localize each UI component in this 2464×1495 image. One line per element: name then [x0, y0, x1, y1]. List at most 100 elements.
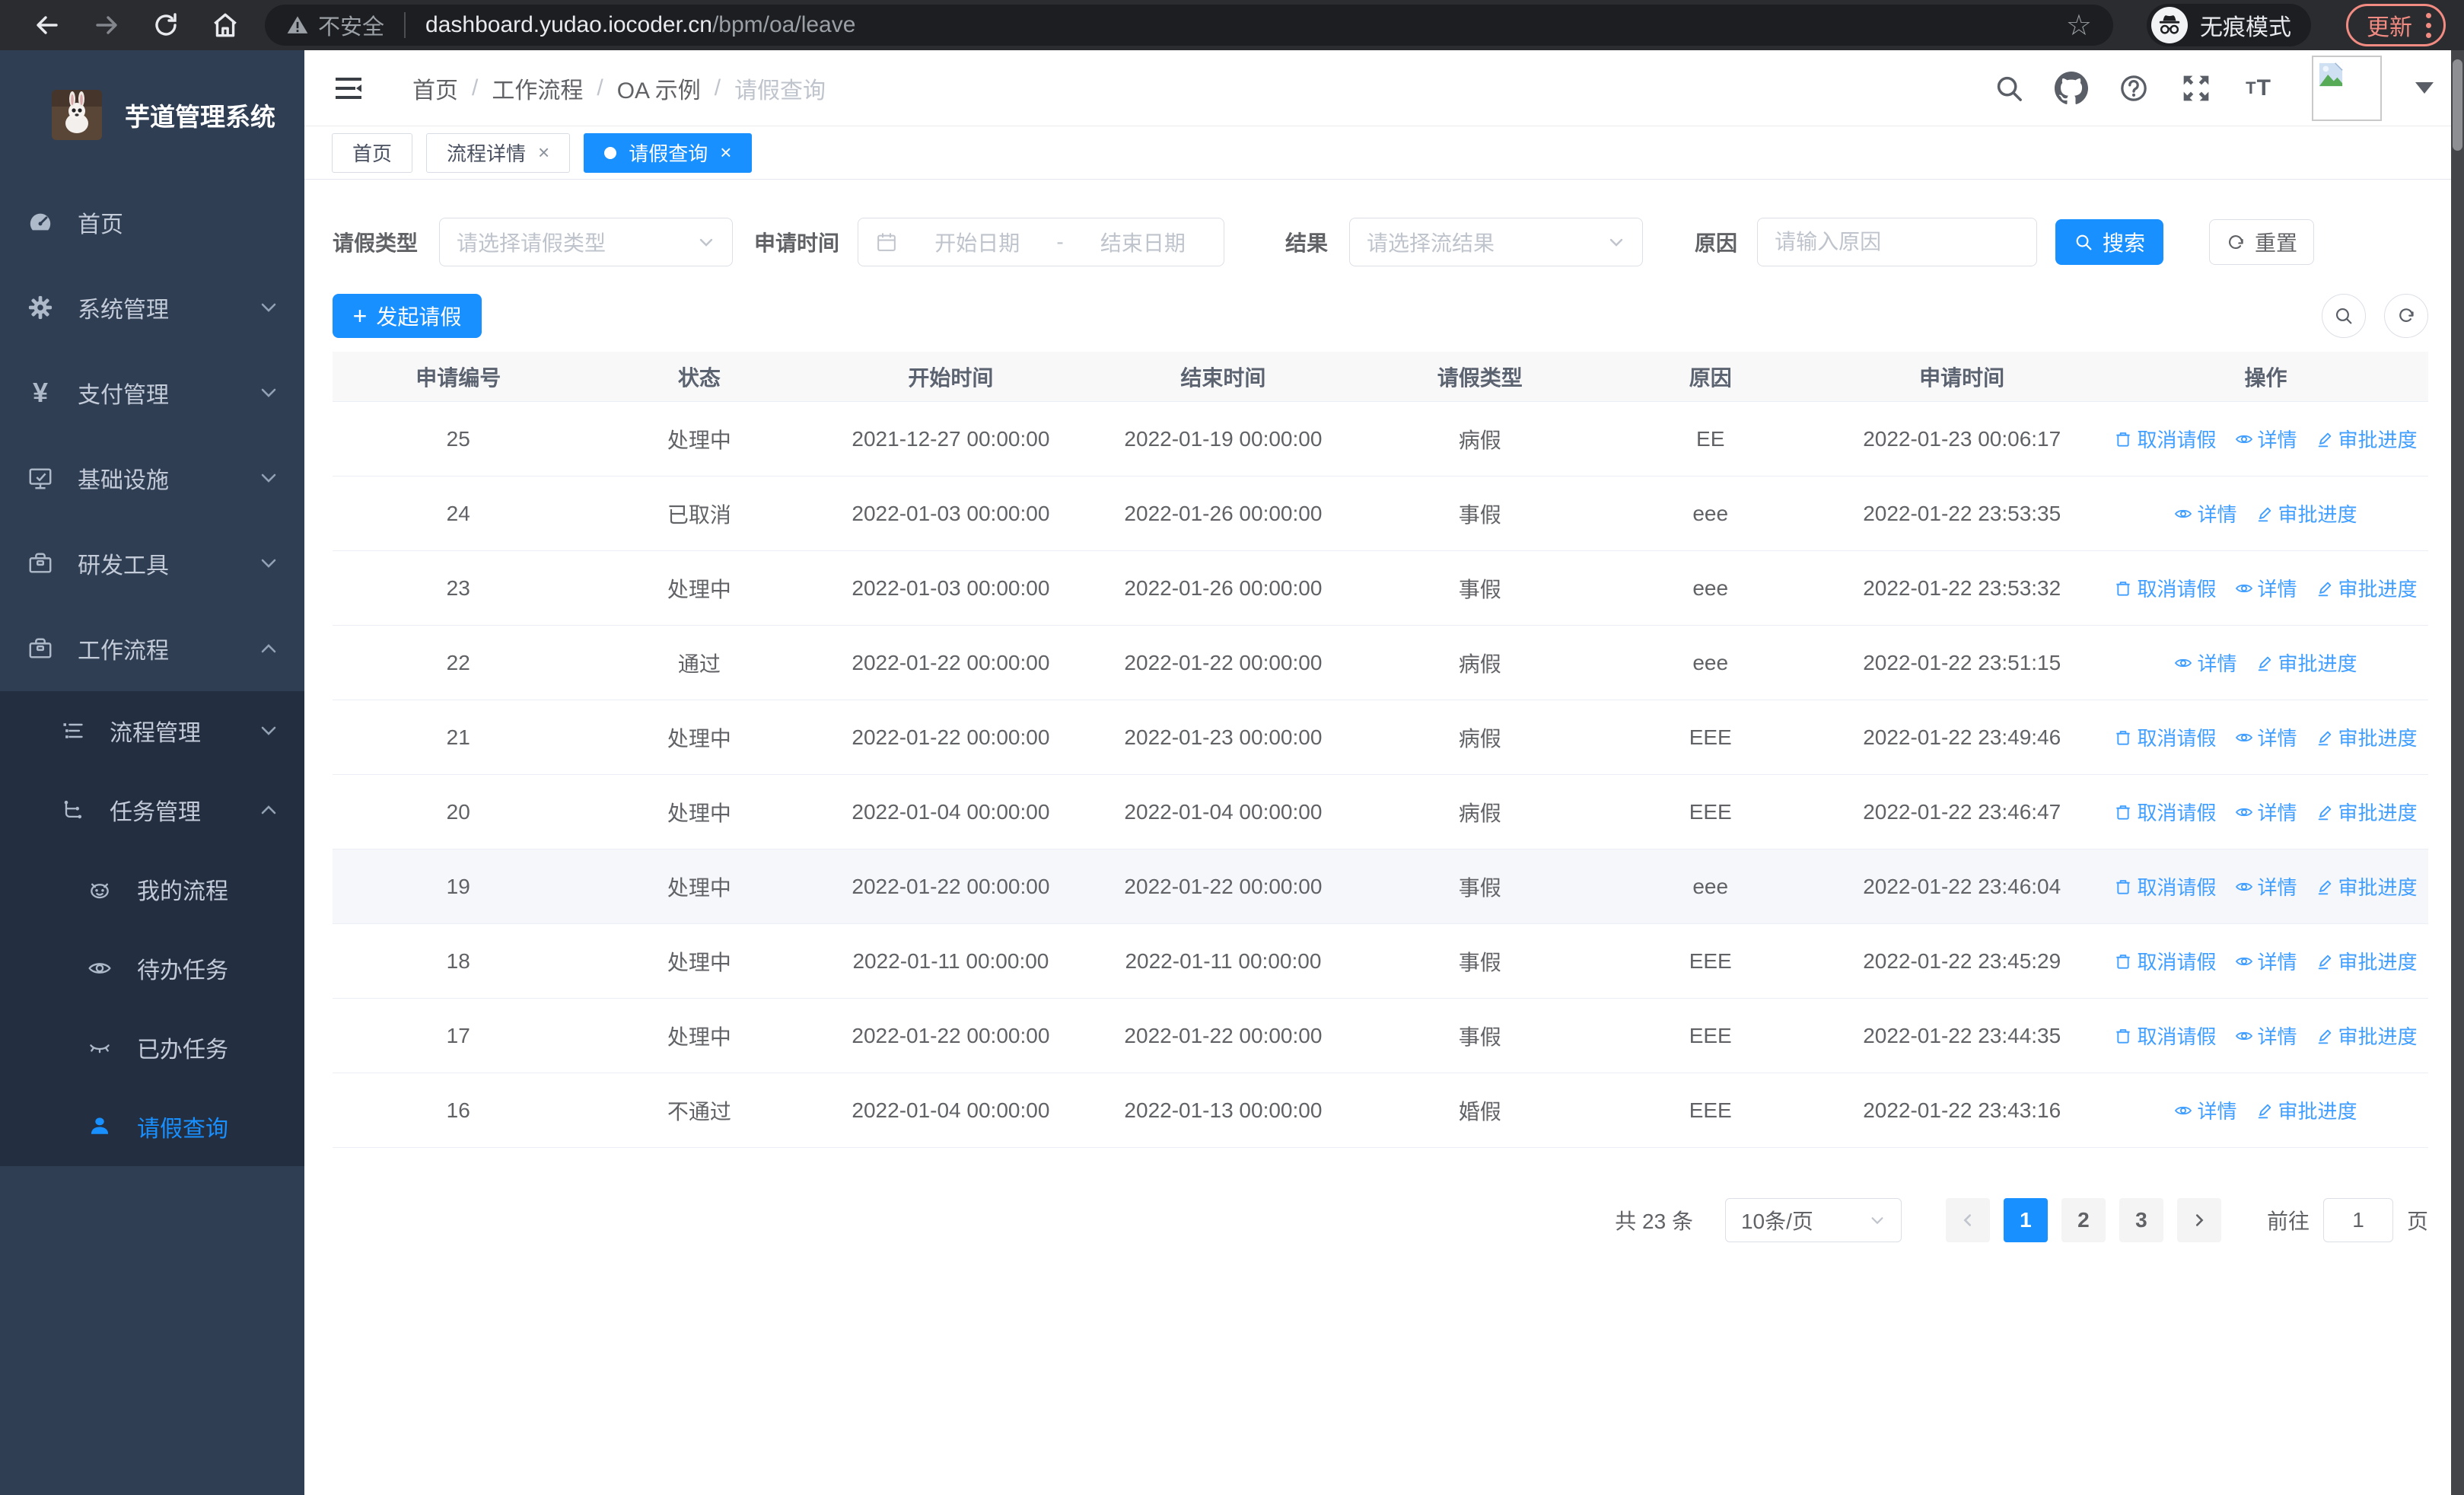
header-search-button[interactable]: [1989, 69, 2029, 108]
page-button-3[interactable]: 3: [2119, 1198, 2163, 1242]
sidebar-item-task-management[interactable]: 任务管理: [0, 770, 304, 850]
breadcrumb-home[interactable]: 首页: [412, 78, 458, 104]
approval-progress-link[interactable]: 审批进度: [2316, 723, 2418, 751]
cell-apply-time: 2022-01-22 23:49:46: [1863, 725, 2061, 749]
apply-time-range-picker[interactable]: 开始日期 - 结束日期: [858, 218, 1225, 266]
detail-link[interactable]: 详情: [2235, 947, 2297, 975]
breadcrumb-workflow[interactable]: 工作流程: [492, 78, 584, 104]
detail-link[interactable]: 详情: [2235, 872, 2297, 901]
detail-link[interactable]: 详情: [2235, 723, 2297, 751]
reason-input[interactable]: [1757, 218, 2038, 266]
close-tab-icon[interactable]: ×: [538, 141, 550, 164]
approval-progress-link[interactable]: 审批进度: [2316, 947, 2418, 975]
approval-progress-link[interactable]: 审批进度: [2316, 425, 2418, 453]
search-button[interactable]: 搜索: [2055, 219, 2164, 265]
tab-leave-query[interactable]: 请假查询 ×: [584, 132, 753, 173]
sidebar-item-infrastructure[interactable]: 基础设施: [0, 435, 304, 521]
browser-forward-button[interactable]: [87, 5, 126, 45]
browser-reload-button[interactable]: [146, 5, 186, 45]
cell-leave-type: 事假: [1458, 1025, 1501, 1049]
approval-progress-link[interactable]: 审批进度: [2255, 1096, 2357, 1124]
cancel-leave-link[interactable]: 取消请假: [2114, 872, 2217, 901]
tab-home[interactable]: 首页: [332, 132, 413, 173]
table-row: 25 处理中 2021-12-27 00:00:00 2022-01-19 00…: [333, 402, 2428, 477]
cell-start-time: 2022-01-04 00:00:00: [852, 799, 1050, 824]
cell-status: 已取消: [667, 502, 731, 527]
approval-progress-link[interactable]: 审批进度: [2255, 649, 2357, 677]
tab-process-detail[interactable]: 流程详情 ×: [426, 132, 571, 173]
browser-home-button[interactable]: [205, 5, 245, 45]
pen-icon: [2318, 805, 2331, 820]
browser-menu-icon[interactable]: [2426, 12, 2431, 38]
sidebar-item-payment[interactable]: ¥ 支付管理: [0, 350, 304, 435]
prev-page-button[interactable]: [1945, 1198, 1990, 1242]
browser-back-button[interactable]: [27, 5, 67, 45]
cancel-leave-link[interactable]: 取消请假: [2114, 425, 2217, 453]
sidebar-item-todo-tasks[interactable]: 待办任务: [0, 929, 304, 1008]
scrollbar-thumb[interactable]: [2453, 59, 2462, 151]
sidebar-item-home[interactable]: 首页: [0, 180, 304, 265]
detail-link[interactable]: 详情: [2174, 649, 2237, 677]
detail-link[interactable]: 详情: [2235, 574, 2297, 602]
result-select[interactable]: 请选择流结果: [1349, 218, 1644, 266]
refresh-table-button[interactable]: [2384, 294, 2428, 338]
avatar-dropdown-caret[interactable]: [2415, 82, 2434, 94]
chevron-down-icon: [1871, 1217, 1883, 1225]
goto-page-input[interactable]: [2322, 1198, 2393, 1242]
sidebar-item-process-management[interactable]: 流程管理: [0, 691, 304, 770]
home-icon: [214, 13, 237, 37]
site-security[interactable]: 不安全: [286, 9, 384, 41]
table-row: 23 处理中 2022-01-03 00:00:00 2022-01-26 00…: [333, 551, 2428, 626]
close-tab-icon[interactable]: ×: [720, 141, 732, 164]
chevron-up-icon: [261, 805, 276, 814]
sidebar-item-my-process[interactable]: 我的流程: [0, 850, 304, 929]
approval-progress-link[interactable]: 审批进度: [2316, 798, 2418, 826]
sidebar-item-done-tasks[interactable]: 已办任务: [0, 1008, 304, 1087]
cancel-leave-link[interactable]: 取消请假: [2114, 574, 2217, 602]
approval-progress-link[interactable]: 审批进度: [2255, 499, 2357, 528]
address-bar[interactable]: 不安全 dashboard.yudao.iocoder.cn/bpm/oa/le…: [265, 5, 2113, 46]
sidebar-item-leave-query[interactable]: 请假查询: [0, 1087, 304, 1166]
refresh-icon: [2399, 308, 2414, 322]
table-row: 21 处理中 2022-01-22 00:00:00 2022-01-23 00…: [333, 700, 2428, 775]
user-icon: [87, 1114, 113, 1140]
breadcrumb-oa-example[interactable]: OA 示例: [616, 78, 701, 104]
page-button-2[interactable]: 2: [2061, 1198, 2106, 1242]
sidebar-item-dev-tools[interactable]: 研发工具: [0, 521, 304, 606]
approval-progress-link[interactable]: 审批进度: [2316, 1022, 2418, 1050]
detail-link[interactable]: 详情: [2174, 1096, 2237, 1124]
collapse-menu-icon[interactable]: [332, 72, 365, 105]
page-scrollbar[interactable]: [2451, 50, 2464, 1495]
help-icon[interactable]: [2114, 69, 2154, 108]
detail-link[interactable]: 详情: [2174, 499, 2237, 528]
page-size-select[interactable]: 10条/页: [1724, 1198, 1902, 1242]
detail-link[interactable]: 详情: [2235, 425, 2297, 453]
eye-icon: [2235, 882, 2252, 891]
app-logo[interactable]: 芋道管理系统: [0, 50, 304, 180]
cancel-leave-link[interactable]: 取消请假: [2114, 1022, 2217, 1050]
reset-button[interactable]: 重置: [2209, 219, 2315, 265]
page-button-1[interactable]: 1: [2003, 1198, 2048, 1242]
browser-update-button[interactable]: 更新: [2346, 4, 2446, 46]
leave-type-select[interactable]: 请选择请假类型: [439, 218, 734, 266]
toggle-search-button[interactable]: [2322, 294, 2366, 338]
cancel-leave-link[interactable]: 取消请假: [2114, 947, 2217, 975]
detail-link[interactable]: 详情: [2235, 798, 2297, 826]
cell-start-time: 2021-12-27 00:00:00: [852, 426, 1050, 451]
sidebar-item-system[interactable]: 系统管理: [0, 265, 304, 350]
cancel-leave-link[interactable]: 取消请假: [2114, 798, 2217, 826]
user-avatar[interactable]: [2312, 55, 2382, 121]
sidebar-item-workflow[interactable]: 工作流程: [0, 606, 304, 691]
cell-end-time: 2022-01-13 00:00:00: [1124, 1098, 1323, 1122]
approval-progress-link[interactable]: 审批进度: [2316, 872, 2418, 901]
github-icon[interactable]: [2052, 69, 2091, 108]
cancel-leave-link[interactable]: 取消请假: [2114, 723, 2217, 751]
create-leave-button[interactable]: + 发起请假: [333, 294, 482, 338]
range-separator: -: [1056, 230, 1064, 253]
next-page-button[interactable]: [2176, 1198, 2221, 1242]
approval-progress-link[interactable]: 审批进度: [2316, 574, 2418, 602]
fullscreen-icon[interactable]: [2176, 69, 2216, 108]
detail-link[interactable]: 详情: [2235, 1022, 2297, 1050]
bookmark-star-icon[interactable]: ☆: [2065, 9, 2092, 42]
